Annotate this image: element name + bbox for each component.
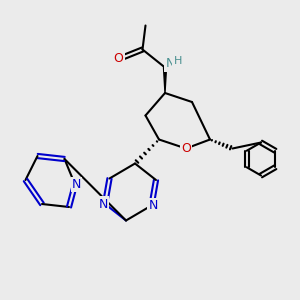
Polygon shape: [164, 68, 166, 93]
Text: H: H: [173, 56, 182, 66]
Text: N: N: [166, 57, 175, 70]
Text: N: N: [148, 199, 158, 212]
Text: N: N: [72, 178, 81, 191]
Text: O: O: [181, 142, 191, 155]
Text: N: N: [99, 197, 108, 211]
Text: O: O: [114, 52, 123, 65]
